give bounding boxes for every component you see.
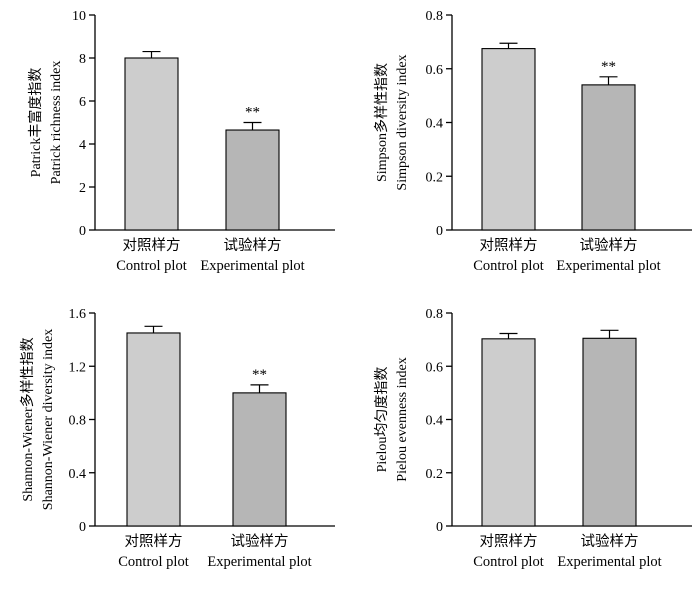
bar [582, 337, 637, 527]
y-tick-label: 1.2 [69, 360, 87, 375]
bar [481, 338, 536, 527]
y-tick-label: 1.6 [69, 307, 87, 322]
chart-panel-3: 0 0.4 0.8 1.2 1.6 对照样方 Control plot ** 试验样方 Exper… [19, 307, 335, 570]
y-tick-label: 8 [79, 52, 86, 67]
y-tick-label: 0.2 [426, 467, 444, 482]
chart-panel-2: 0 0.2 0.4 0.6 0.8 对照样方 Control plot ** 试验样方 Exper… [373, 9, 692, 274]
chart-panel-1: 0 2 4 6 8 10 对照样方 Control plot ** 试验样方 Experimenta… [27, 9, 335, 274]
y-tick-label: 0.4 [69, 467, 87, 482]
y-tick-label: 0.6 [426, 63, 444, 78]
bar [481, 48, 536, 231]
bar [124, 57, 179, 231]
y-axis-label-en: Patrick richness index [49, 61, 64, 185]
y-tick-label: 0.8 [426, 9, 444, 24]
category-label-en: Control plot [118, 554, 189, 570]
y-tick-label: 0.8 [69, 414, 87, 429]
y-tick-label: 6 [79, 95, 86, 110]
y-axis-label-en: Shannon-Wiener diversity index [41, 329, 56, 510]
y-tick-label: 0.4 [426, 117, 444, 132]
y-axis-label-en: Simpson diversity index [395, 54, 410, 190]
bar [126, 332, 181, 527]
category-label-cn: 试验样方 [580, 237, 638, 254]
category-label-cn: 对照样方 [125, 533, 183, 550]
y-tick-label: 10 [72, 9, 86, 24]
y-tick-label: 0 [436, 520, 443, 535]
category-label-en: Experimental plot [200, 258, 304, 274]
category-label-cn: 对照样方 [123, 237, 181, 254]
y-tick-label: 0 [79, 520, 86, 535]
y-axis-label-en: Pielou evenness index [395, 357, 410, 481]
category-label-en: Control plot [473, 554, 544, 570]
category-label-cn: 试验样方 [231, 533, 289, 550]
y-axis-label-cn: Simpson多样性指数 [373, 63, 390, 182]
category-label-en: Experimental plot [556, 258, 660, 274]
y-tick-label: 0 [79, 224, 86, 239]
y-tick-label: 0.2 [426, 170, 444, 185]
y-axis-label-cn: Pielou均匀度指数 [374, 367, 390, 473]
category-label-en: Experimental plot [557, 554, 661, 570]
y-tick-label: 0.6 [426, 360, 444, 375]
significance-marker: ** [252, 367, 267, 383]
y-tick-label: 2 [79, 181, 86, 196]
category-label-cn: 对照样方 [480, 533, 538, 550]
category-label-cn: 试验样方 [224, 237, 282, 254]
y-tick-label: 0.4 [426, 414, 444, 429]
bar [232, 392, 287, 527]
category-label-en: Control plot [116, 258, 187, 274]
significance-marker: ** [601, 59, 616, 75]
category-label-en: Experimental plot [207, 554, 311, 570]
bar [225, 129, 280, 231]
category-label-cn: 试验样方 [581, 533, 639, 550]
y-tick-label: 4 [79, 138, 86, 153]
significance-marker: ** [245, 105, 260, 121]
y-tick-label: 0.8 [426, 307, 444, 322]
category-label-en: Control plot [473, 258, 544, 274]
category-label-cn: 对照样方 [480, 237, 538, 254]
y-axis-label-cn: Shannon-Wiener多样性指数 [19, 337, 36, 501]
y-axis-label-cn: Patrick丰富度指数 [27, 68, 44, 178]
chart-panel-4: 0 0.2 0.4 0.6 0.8 对照样方 Control plot 试验样方 Experim… [374, 307, 692, 570]
bar [581, 84, 636, 231]
y-tick-label: 0 [436, 224, 443, 239]
